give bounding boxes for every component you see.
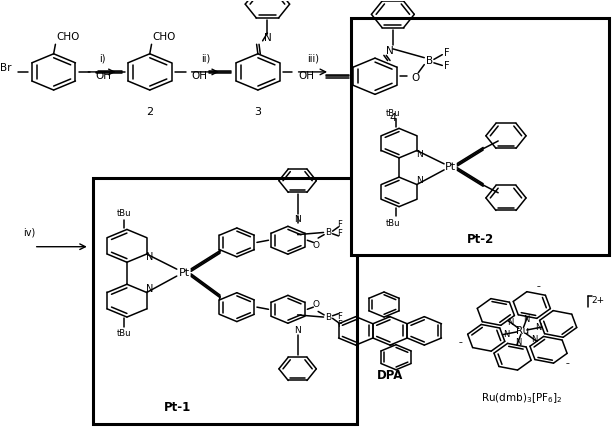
Text: –: – <box>459 338 463 347</box>
Text: N: N <box>386 46 394 56</box>
Text: tBu: tBu <box>116 209 131 217</box>
Bar <box>92 178 357 423</box>
Text: tBu: tBu <box>116 329 131 338</box>
Text: –: – <box>565 359 569 368</box>
Text: tBu: tBu <box>386 109 400 118</box>
Text: N: N <box>294 326 301 335</box>
Text: 3: 3 <box>254 107 261 117</box>
Text: F: F <box>338 229 342 238</box>
Text: F: F <box>444 48 450 58</box>
Text: Ru(dmb)$_3$[PF$_6$]$_2$: Ru(dmb)$_3$[PF$_6$]$_2$ <box>482 391 563 405</box>
Text: ii): ii) <box>201 53 210 63</box>
Text: –: – <box>537 282 541 291</box>
Text: OH: OH <box>298 71 314 81</box>
Text: N: N <box>416 176 423 185</box>
Text: Ru: Ru <box>516 326 529 336</box>
Text: tBu: tBu <box>386 219 400 228</box>
Text: N: N <box>503 330 509 339</box>
Text: F: F <box>338 320 342 330</box>
Text: B: B <box>325 313 331 322</box>
Text: Pt-2: Pt-2 <box>466 233 494 246</box>
Text: B: B <box>426 56 432 66</box>
Text: Pt: Pt <box>179 268 190 278</box>
Text: B: B <box>325 228 331 237</box>
Text: N: N <box>264 33 271 43</box>
Text: 2+: 2+ <box>591 296 604 305</box>
Text: 2: 2 <box>146 107 153 117</box>
Text: iv): iv) <box>23 227 35 237</box>
Text: N: N <box>524 315 530 324</box>
Bar <box>351 18 609 255</box>
Text: N: N <box>146 252 153 262</box>
Text: O: O <box>313 241 320 250</box>
Text: N: N <box>531 335 537 344</box>
Text: CHO: CHO <box>153 32 176 42</box>
Text: F: F <box>444 61 450 71</box>
Text: Br: Br <box>0 63 12 73</box>
Text: N: N <box>507 318 514 327</box>
Text: N: N <box>535 323 541 332</box>
Text: i): i) <box>99 53 105 63</box>
Text: DPA: DPA <box>377 368 403 381</box>
Text: O: O <box>411 73 420 84</box>
Text: 4: 4 <box>389 113 397 123</box>
Text: N: N <box>294 215 301 224</box>
Text: CHO: CHO <box>57 32 80 42</box>
Text: F: F <box>338 312 342 321</box>
Text: OH: OH <box>95 71 111 81</box>
Text: iii): iii) <box>307 53 319 63</box>
Text: N: N <box>146 284 153 294</box>
Text: O: O <box>313 300 320 309</box>
Text: Pt-1: Pt-1 <box>164 401 191 414</box>
Text: Pt: Pt <box>445 162 456 172</box>
Text: N: N <box>514 338 521 347</box>
Text: N: N <box>416 150 423 159</box>
Text: F: F <box>338 220 342 229</box>
Text: OH: OH <box>192 71 208 81</box>
